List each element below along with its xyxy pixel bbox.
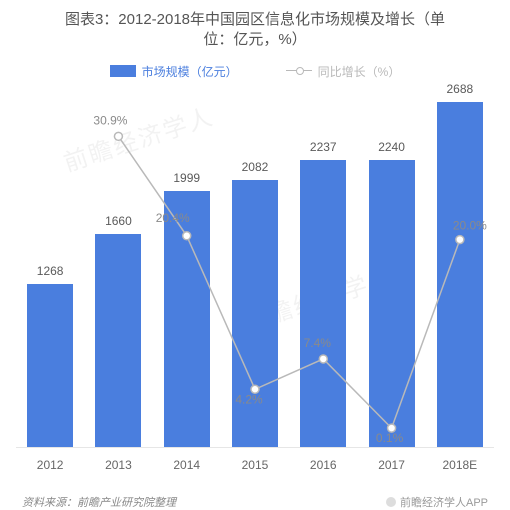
bar-value-label: 2688 (446, 82, 473, 96)
bar (95, 234, 141, 447)
x-tick-label: 2015 (232, 458, 278, 472)
bar-slot: 2237 (300, 140, 346, 448)
bar-slot: 2240 (369, 140, 415, 448)
bar-value-label: 1268 (37, 264, 64, 278)
bar-slot: 1268 (27, 264, 73, 447)
line-swatch-icon (286, 65, 312, 77)
bar (164, 191, 210, 448)
legend-bar-label: 市场规模（亿元） (142, 63, 238, 80)
bar-value-label: 2082 (242, 160, 269, 174)
legend-item-line: 同比增长（%） (286, 63, 401, 80)
chart-root: 前瞻经济学人 前瞻经济学人 图表3：2012-2018年中国园区信息化市场规模及… (0, 0, 510, 501)
legend: 市场规模（亿元） 同比增长（%） (10, 57, 500, 84)
attribution-text: 前瞻经济学人APP (400, 494, 488, 510)
bar (369, 160, 415, 448)
bar-value-label: 1660 (105, 214, 132, 228)
bar-value-label: 2240 (378, 140, 405, 154)
bar-slot: 2688 (437, 82, 483, 448)
plot-area: 1268166019992082223722402688 30.9%20.4%4… (16, 88, 494, 448)
x-tick-label: 2018E (437, 458, 483, 472)
attribution: 前瞻经济学人APP (386, 494, 488, 510)
footer: 资料来源：前瞻产业研究院整理 前瞻经济学人APP (10, 472, 500, 510)
bar-slot: 1660 (95, 214, 141, 447)
bars-group: 1268166019992082223722402688 (16, 88, 494, 448)
x-axis-line (16, 447, 494, 448)
x-tick-label: 2014 (164, 458, 210, 472)
x-tick-label: 2017 (369, 458, 415, 472)
chart-title: 图表3：2012-2018年中国园区信息化市场规模及增长（单位：亿元，%） (10, 8, 500, 57)
bar-swatch-icon (110, 65, 136, 77)
bar-slot: 1999 (164, 171, 210, 448)
source-text: 资料来源：前瞻产业研究院整理 (22, 494, 176, 510)
bar-slot: 2082 (232, 160, 278, 448)
bar (300, 160, 346, 448)
x-tick-label: 2012 (27, 458, 73, 472)
x-tick-label: 2016 (300, 458, 346, 472)
x-axis-ticks: 2012 2013 2014 2015 2016 2017 2018E (16, 458, 494, 472)
bar (232, 180, 278, 448)
x-tick-label: 2013 (95, 458, 141, 472)
bar (27, 284, 73, 447)
bar (437, 102, 483, 448)
bar-value-label: 2237 (310, 140, 337, 154)
attribution-dot-icon (386, 497, 396, 507)
bar-value-label: 1999 (173, 171, 200, 185)
legend-line-label: 同比增长（%） (318, 63, 401, 80)
legend-item-bar: 市场规模（亿元） (110, 63, 238, 80)
